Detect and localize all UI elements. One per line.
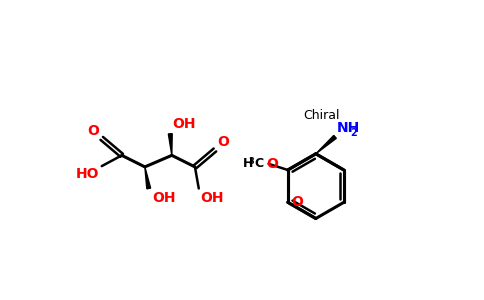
Polygon shape <box>145 167 151 189</box>
Text: H: H <box>243 157 254 170</box>
Text: NH: NH <box>336 121 360 135</box>
Polygon shape <box>316 135 336 154</box>
Text: HO: HO <box>76 167 99 181</box>
Text: OH: OH <box>173 118 196 131</box>
Text: OH: OH <box>200 191 224 205</box>
Text: Chiral: Chiral <box>304 109 340 122</box>
Text: O: O <box>266 157 278 171</box>
Text: C: C <box>255 157 264 170</box>
Text: OH: OH <box>152 191 176 205</box>
Text: O: O <box>291 195 303 209</box>
Text: O: O <box>217 135 229 149</box>
Text: O: O <box>88 124 99 138</box>
Text: 3: 3 <box>248 157 254 166</box>
Text: 2: 2 <box>350 128 357 138</box>
Polygon shape <box>168 134 172 155</box>
